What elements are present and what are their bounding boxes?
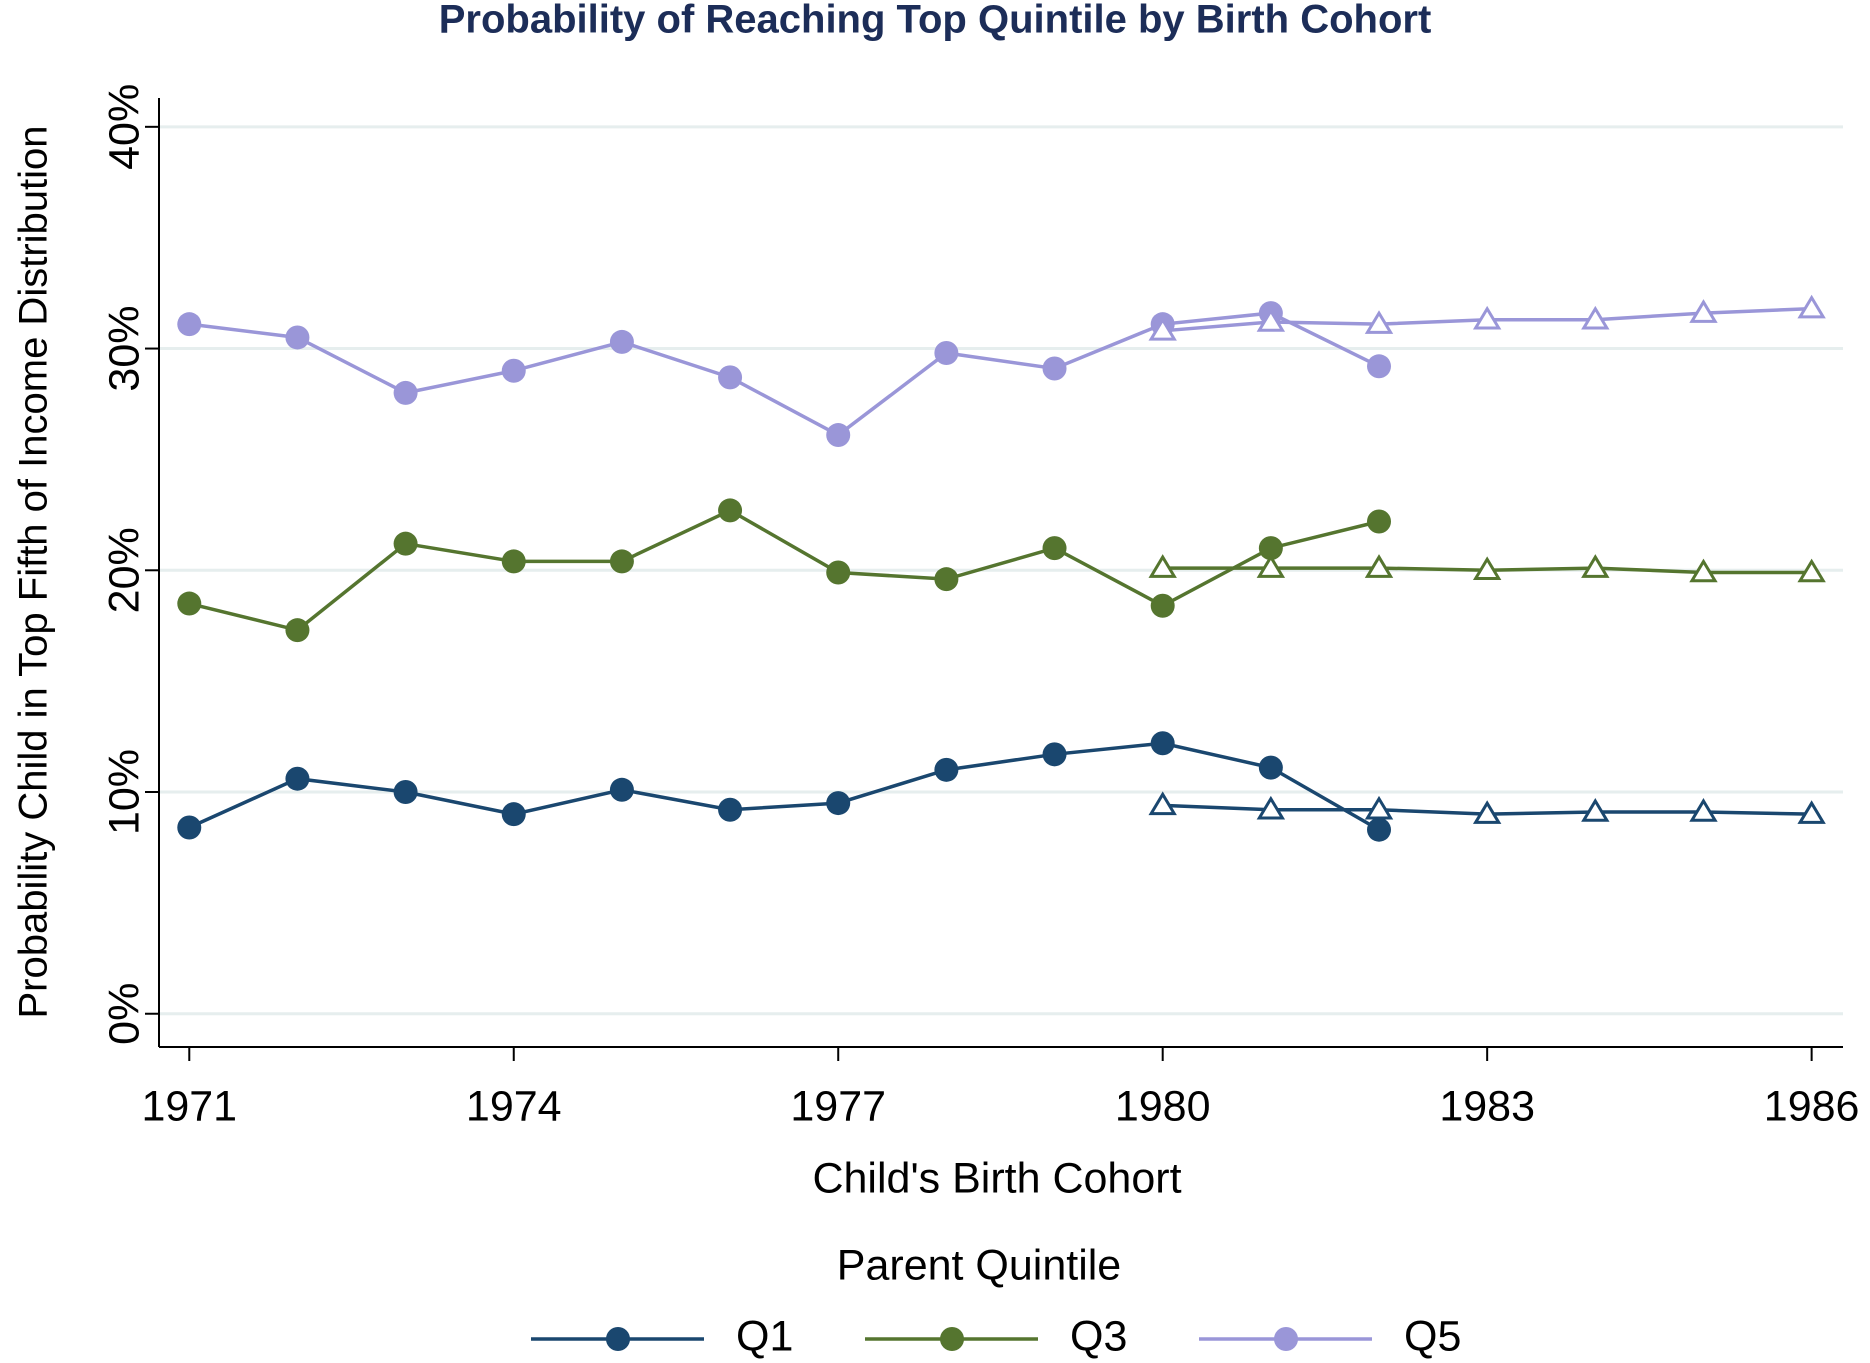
point (393, 531, 418, 556)
point (1150, 593, 1175, 618)
triangle-marker (1256, 308, 1286, 332)
legend-marker (940, 1327, 964, 1351)
point (393, 780, 418, 805)
y-tick-label: 10% (100, 749, 148, 835)
point (285, 618, 310, 643)
triangle-marker (1148, 554, 1177, 578)
point (1367, 509, 1392, 534)
point (1258, 755, 1283, 780)
chart-title: Probability of Reaching Top Quintile by … (439, 0, 1432, 42)
point (718, 797, 743, 822)
triangle-marker (1148, 791, 1177, 816)
x-tick-label: 1983 (1439, 1082, 1535, 1130)
triangle-marker (1797, 558, 1826, 583)
point (609, 329, 634, 354)
point (934, 340, 959, 365)
y-tick-label: 40% (100, 84, 148, 170)
triangle-marker (1148, 316, 1177, 341)
triangle-marker (1364, 554, 1394, 578)
x-tick-label: 1971 (141, 1082, 237, 1130)
point (393, 380, 418, 405)
point (285, 766, 310, 791)
point (1042, 536, 1067, 561)
legend-label: Q5 (1404, 1312, 1461, 1360)
triangle-marker (1581, 305, 1610, 330)
x-tick-label: 1986 (1764, 1082, 1860, 1130)
triangle-marker (1797, 294, 1826, 319)
legend-label: Q3 (1070, 1312, 1127, 1360)
triangle-marker (1797, 800, 1826, 824)
point (1042, 742, 1067, 767)
y-tick-label: 0% (100, 983, 148, 1045)
point (177, 815, 202, 840)
triangle-marker (1364, 310, 1394, 334)
point (1150, 731, 1175, 756)
triangle-marker (1364, 795, 1394, 820)
point (501, 549, 526, 574)
point (718, 498, 743, 523)
point (1367, 817, 1392, 842)
legend-label: Q1 (736, 1312, 793, 1360)
y-axis-label: Probability Child in Top Fifth of Income… (12, 125, 56, 1018)
point (177, 591, 202, 616)
series-line (189, 311, 1380, 438)
point (1258, 536, 1283, 561)
triangle-marker (1581, 798, 1610, 822)
point (1042, 356, 1067, 381)
point (826, 791, 851, 816)
triangle-marker (1256, 795, 1286, 820)
point (501, 358, 526, 383)
point (609, 777, 634, 802)
series-line (188, 741, 1380, 832)
triangle-marker (1472, 305, 1502, 330)
triangle-marker (1689, 798, 1718, 822)
point (501, 802, 526, 827)
series-line (188, 508, 1380, 633)
point (177, 312, 202, 337)
triangle-marker (1689, 558, 1718, 583)
triangle-marker (1256, 554, 1286, 578)
legend-marker (606, 1327, 630, 1351)
point (934, 567, 959, 592)
triangle-marker (1472, 800, 1502, 824)
x-axis-label: Child's Birth Cohort (812, 1154, 1181, 1202)
point (1367, 354, 1392, 379)
legend-marker (1274, 1327, 1298, 1351)
point (609, 549, 634, 574)
legend-title: Parent Quintile (837, 1241, 1121, 1289)
triangle-marker (1581, 554, 1610, 578)
point (826, 560, 851, 585)
triangle-marker (1689, 299, 1718, 323)
point (826, 423, 851, 448)
x-tick-label: 1980 (1115, 1082, 1211, 1130)
y-tick-label: 30% (100, 306, 148, 392)
x-tick-label: 1977 (790, 1082, 886, 1130)
y-tick-label: 20% (100, 527, 148, 613)
triangle-marker (1472, 556, 1502, 581)
point (718, 365, 743, 390)
point (285, 325, 310, 350)
point (934, 757, 959, 782)
x-tick-label: 1974 (466, 1082, 562, 1130)
